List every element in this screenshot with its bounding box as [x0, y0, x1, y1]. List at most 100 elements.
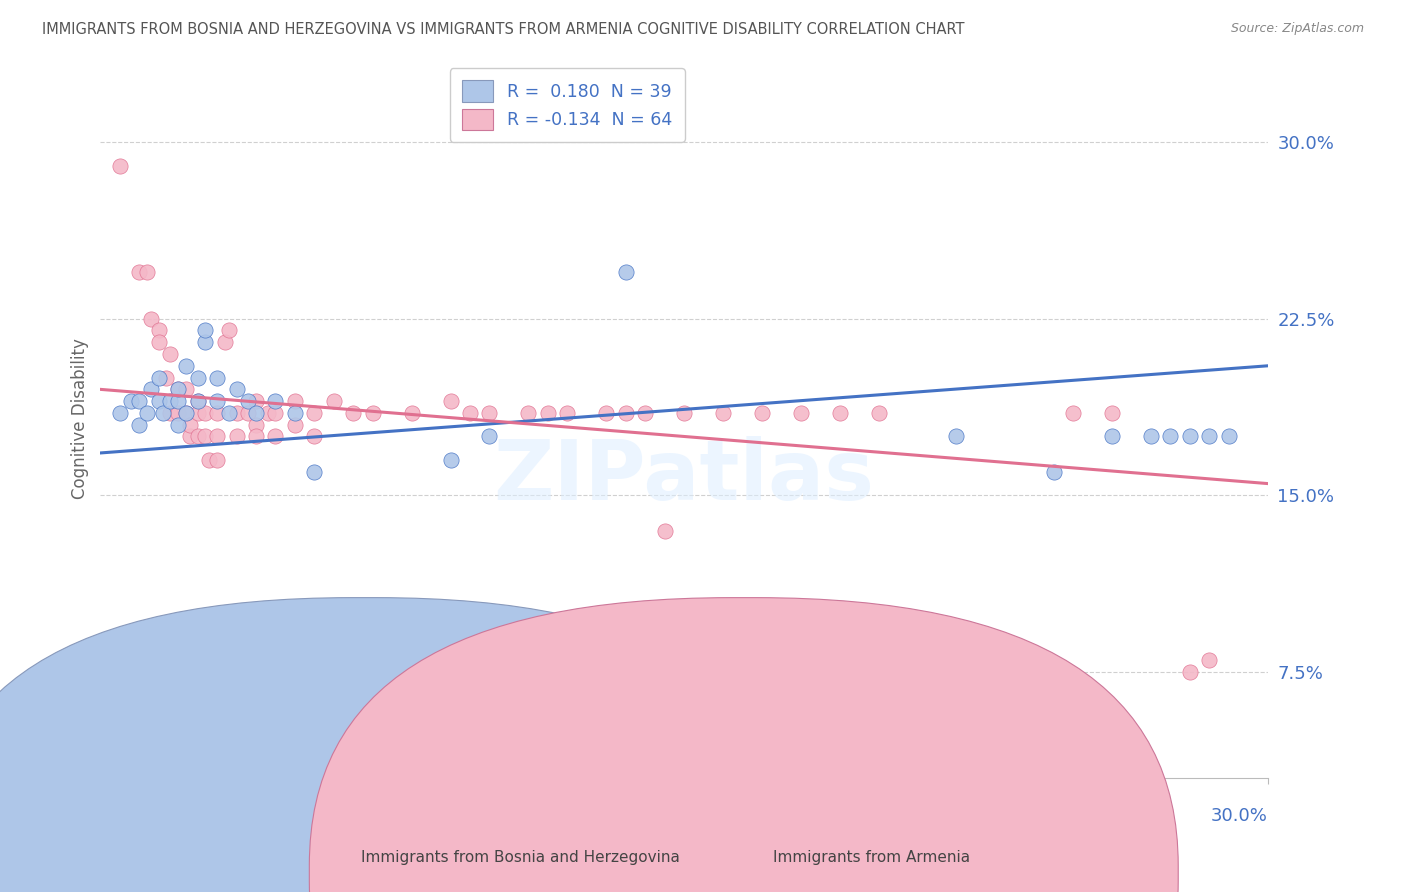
Point	[159, 347, 181, 361]
Point	[148, 335, 170, 350]
Point	[245, 394, 267, 409]
Point	[634, 406, 657, 420]
Point	[174, 406, 197, 420]
Point	[245, 429, 267, 443]
Point	[198, 453, 221, 467]
Point	[517, 406, 540, 420]
Point	[1198, 653, 1220, 667]
Point	[148, 394, 170, 409]
Point	[672, 406, 695, 420]
Point	[167, 406, 190, 420]
Point	[187, 370, 209, 384]
Point	[1198, 429, 1220, 443]
Y-axis label: Cognitive Disability: Cognitive Disability	[72, 338, 89, 500]
Point	[194, 406, 217, 420]
Point	[304, 406, 326, 420]
Point	[1101, 429, 1123, 443]
Point	[1101, 406, 1123, 420]
Point	[614, 406, 637, 420]
Point	[136, 406, 159, 420]
Point	[152, 406, 174, 420]
Legend: R =  0.180  N = 39, R = -0.134  N = 64: R = 0.180 N = 39, R = -0.134 N = 64	[450, 69, 685, 142]
Point	[174, 383, 197, 397]
Point	[284, 394, 307, 409]
Point	[187, 429, 209, 443]
Point	[121, 394, 143, 409]
Point	[148, 323, 170, 337]
Point	[1062, 406, 1084, 420]
Point	[245, 417, 267, 432]
Point	[225, 383, 247, 397]
Point	[128, 417, 150, 432]
Point	[167, 383, 190, 397]
Point	[174, 359, 197, 373]
Point	[205, 406, 228, 420]
Point	[304, 465, 326, 479]
Point	[614, 264, 637, 278]
Point	[1042, 465, 1064, 479]
Point	[751, 406, 773, 420]
Point	[1178, 429, 1201, 443]
Point	[187, 406, 209, 420]
Point	[194, 323, 217, 337]
Point	[225, 429, 247, 443]
Point	[108, 406, 131, 420]
Point	[155, 370, 177, 384]
Point	[284, 417, 307, 432]
Point	[159, 406, 181, 420]
Point	[1178, 665, 1201, 679]
Point	[179, 417, 201, 432]
Point	[187, 394, 209, 409]
Point	[555, 406, 578, 420]
Text: Immigrants from Armenia: Immigrants from Armenia	[773, 850, 970, 865]
Point	[264, 394, 287, 409]
Point	[174, 406, 197, 420]
Point	[322, 394, 344, 409]
Text: Source: ZipAtlas.com: Source: ZipAtlas.com	[1230, 22, 1364, 36]
Point	[478, 429, 501, 443]
Point	[194, 335, 217, 350]
Point	[256, 406, 278, 420]
Point	[342, 406, 364, 420]
Point	[128, 394, 150, 409]
Text: IMMIGRANTS FROM BOSNIA AND HERZEGOVINA VS IMMIGRANTS FROM ARMENIA COGNITIVE DISA: IMMIGRANTS FROM BOSNIA AND HERZEGOVINA V…	[42, 22, 965, 37]
Point	[205, 394, 228, 409]
Point	[868, 406, 890, 420]
Point	[654, 524, 676, 538]
Point	[108, 159, 131, 173]
Point	[128, 264, 150, 278]
Point	[595, 406, 617, 420]
Point	[205, 370, 228, 384]
Point	[945, 429, 967, 443]
Point	[1218, 429, 1240, 443]
Point	[828, 406, 851, 420]
Text: ZIPatlas: ZIPatlas	[494, 436, 875, 516]
Text: Immigrants from Bosnia and Herzegovina: Immigrants from Bosnia and Herzegovina	[361, 850, 679, 865]
Point	[264, 429, 287, 443]
Point	[194, 429, 217, 443]
Point	[439, 453, 461, 467]
Point	[218, 406, 240, 420]
Point	[478, 406, 501, 420]
Point	[167, 383, 190, 397]
Point	[284, 406, 307, 420]
Point	[1140, 429, 1163, 443]
Point	[139, 383, 162, 397]
Point	[205, 429, 228, 443]
Point	[537, 406, 560, 420]
Point	[401, 406, 423, 420]
Point	[304, 429, 326, 443]
Point	[205, 453, 228, 467]
Point	[179, 429, 201, 443]
Point	[238, 406, 260, 420]
Point	[458, 406, 481, 420]
Point	[225, 406, 247, 420]
Point	[790, 406, 813, 420]
Point	[159, 394, 181, 409]
Point	[187, 394, 209, 409]
Point	[136, 264, 159, 278]
Point	[214, 335, 236, 350]
Point	[238, 394, 260, 409]
Point	[167, 394, 190, 409]
Point	[1159, 429, 1181, 443]
